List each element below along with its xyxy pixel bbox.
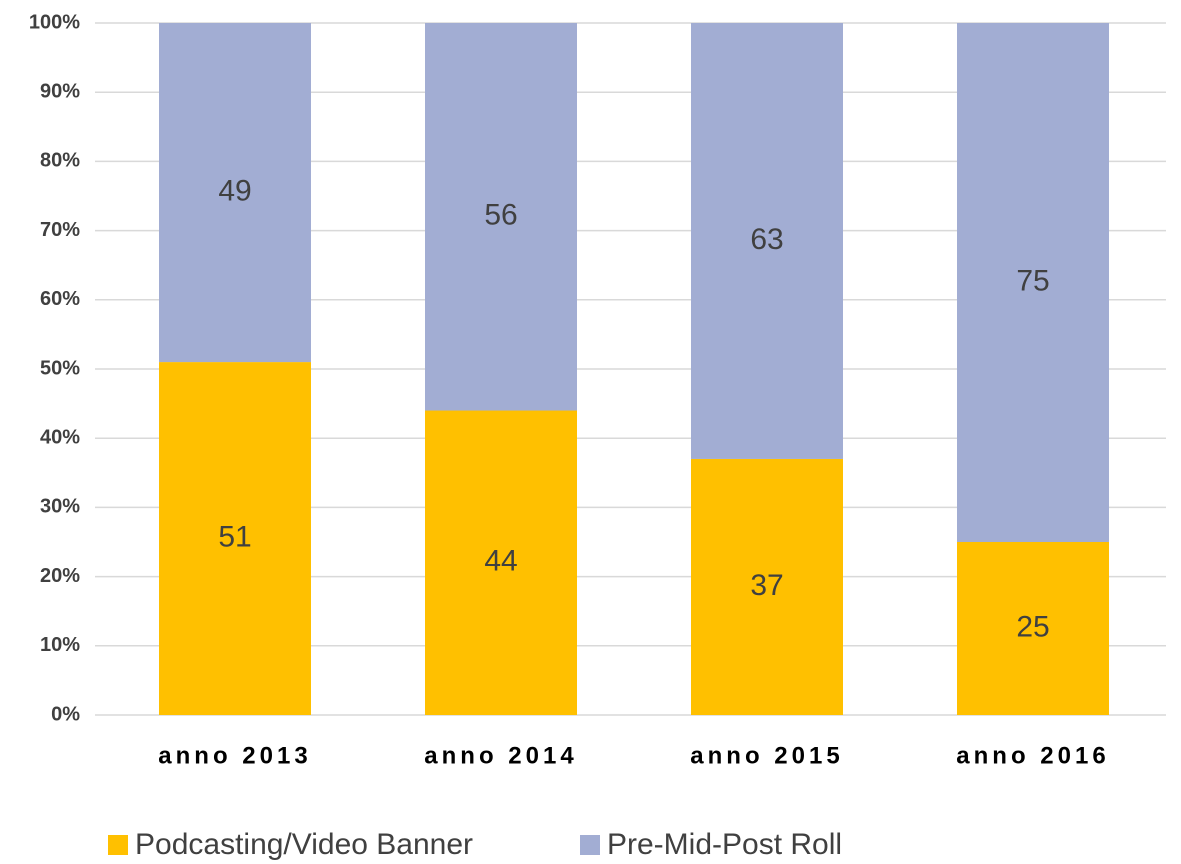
x-tick-label: anno 2014 — [424, 742, 577, 769]
data-label: 25 — [1016, 610, 1049, 643]
y-tick-label: 60% — [40, 288, 80, 310]
legend-swatch — [580, 835, 600, 855]
data-label: 63 — [750, 223, 783, 256]
bar-segment — [957, 542, 1109, 715]
x-tick-label: anno 2013 — [158, 742, 311, 769]
legend-label: Podcasting/Video Banner — [135, 828, 473, 861]
bar-segment — [691, 23, 843, 459]
bar-segment — [159, 23, 311, 363]
y-tick-label: 80% — [40, 150, 80, 172]
bar-segment — [425, 410, 577, 715]
data-label: 49 — [218, 174, 251, 207]
y-tick-label: 20% — [40, 565, 80, 587]
bar-segment — [957, 23, 1109, 542]
data-label: 56 — [484, 199, 517, 232]
y-tick-label: 40% — [40, 426, 80, 448]
y-tick-label: 10% — [40, 634, 80, 656]
y-tick-label: 50% — [40, 357, 80, 379]
data-label: 51 — [218, 520, 251, 553]
data-label: 44 — [484, 545, 517, 578]
y-tick-label: 30% — [40, 496, 80, 518]
bar-segment — [159, 362, 311, 715]
x-tick-label: anno 2015 — [690, 742, 843, 769]
bar-segment — [691, 458, 843, 715]
data-label: 37 — [750, 569, 783, 602]
y-tick-label: 70% — [40, 219, 80, 241]
legend-swatch — [108, 835, 128, 855]
bar-segment — [425, 23, 577, 411]
data-label: 75 — [1016, 264, 1049, 297]
y-tick-label: 90% — [40, 80, 80, 102]
legend-label: Pre-Mid-Post Roll — [607, 828, 842, 861]
x-tick-label: anno 2016 — [956, 742, 1109, 769]
y-tick-label: 0% — [51, 703, 80, 725]
y-tick-label: 100% — [29, 11, 80, 33]
